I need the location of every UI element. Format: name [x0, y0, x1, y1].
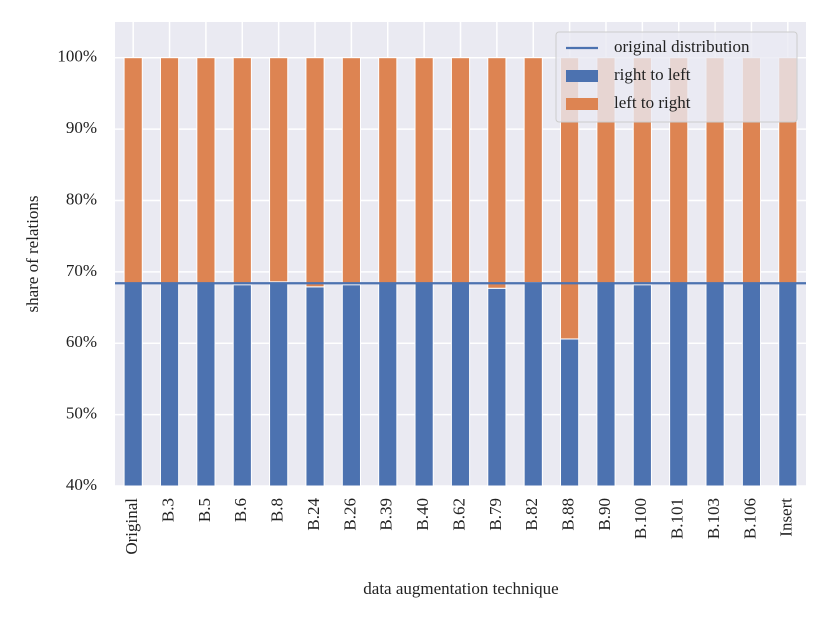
x-tick-label: B.26 — [340, 498, 359, 531]
bar-segment — [523, 57, 543, 284]
x-tick-label: B.106 — [740, 498, 759, 539]
bar-segment — [669, 282, 689, 487]
bar-segment — [341, 57, 361, 286]
bar-segment — [269, 281, 289, 487]
bar-segment — [378, 57, 398, 284]
y-tick-label: 40% — [66, 475, 97, 494]
x-tick-label: B.6 — [231, 498, 250, 522]
bar-segment — [196, 57, 216, 284]
y-tick-label: 70% — [66, 261, 97, 280]
bar-segment — [741, 282, 762, 487]
x-axis-label: data augmentation technique — [363, 579, 558, 598]
bar-segment — [232, 284, 252, 487]
bar-segment — [487, 57, 507, 289]
bar-segment — [414, 282, 434, 487]
bar-segment — [560, 338, 580, 487]
bar-segment — [159, 282, 180, 487]
x-tick-label: B.5 — [195, 498, 214, 522]
bar-segment — [341, 284, 361, 487]
bar-segment — [159, 57, 180, 284]
x-tick-label: B.101 — [668, 498, 687, 539]
y-tick-label: 60% — [66, 332, 97, 351]
bar-segment — [123, 282, 143, 487]
y-tick-label: 100% — [57, 47, 97, 66]
bar-segment — [523, 282, 543, 487]
bar-segment — [705, 282, 725, 487]
x-tick-label: B.40 — [413, 498, 432, 531]
legend-label: right to left — [614, 65, 691, 84]
y-tick-label: 90% — [66, 118, 97, 137]
x-tick-label: Insert — [777, 498, 796, 537]
bar-segment — [596, 282, 616, 487]
bar-segment — [269, 57, 289, 283]
x-tick-label: B.62 — [449, 498, 468, 531]
bar-segment — [196, 282, 216, 487]
x-tick-label: B.79 — [486, 498, 505, 531]
x-tick-label: B.103 — [704, 498, 723, 539]
legend-label: left to right — [614, 93, 691, 112]
x-tick-label: B.39 — [377, 498, 396, 531]
y-tick-label: 50% — [66, 404, 97, 423]
bar-segment — [632, 284, 652, 487]
x-tick-label: Original — [122, 498, 141, 555]
x-tick-label: B.88 — [559, 498, 578, 531]
bar-segment — [232, 57, 252, 286]
legend-swatch — [566, 98, 598, 110]
x-tick-label: B.90 — [595, 498, 614, 531]
legend-box — [555, 31, 798, 123]
bar-segment — [305, 57, 325, 288]
x-tick-label: B.24 — [304, 498, 323, 531]
x-tick-label: B.82 — [522, 498, 541, 531]
bar-segment — [123, 57, 143, 284]
bar-segment — [450, 282, 471, 487]
bar-segment — [450, 57, 471, 284]
x-tick-label: B.100 — [631, 498, 650, 539]
bar-segment — [305, 286, 325, 487]
bar-segment — [378, 282, 398, 487]
legend-label: original distribution — [614, 37, 750, 56]
legend-swatch — [566, 70, 598, 82]
bar-segment — [414, 57, 434, 284]
y-tick-label: 80% — [66, 189, 97, 208]
x-tick-label: B.3 — [158, 498, 177, 522]
x-tick-label: B.8 — [268, 498, 287, 522]
bar-segment — [487, 287, 507, 487]
y-axis-label: share of relations — [23, 195, 42, 312]
bar-segment — [778, 282, 798, 487]
